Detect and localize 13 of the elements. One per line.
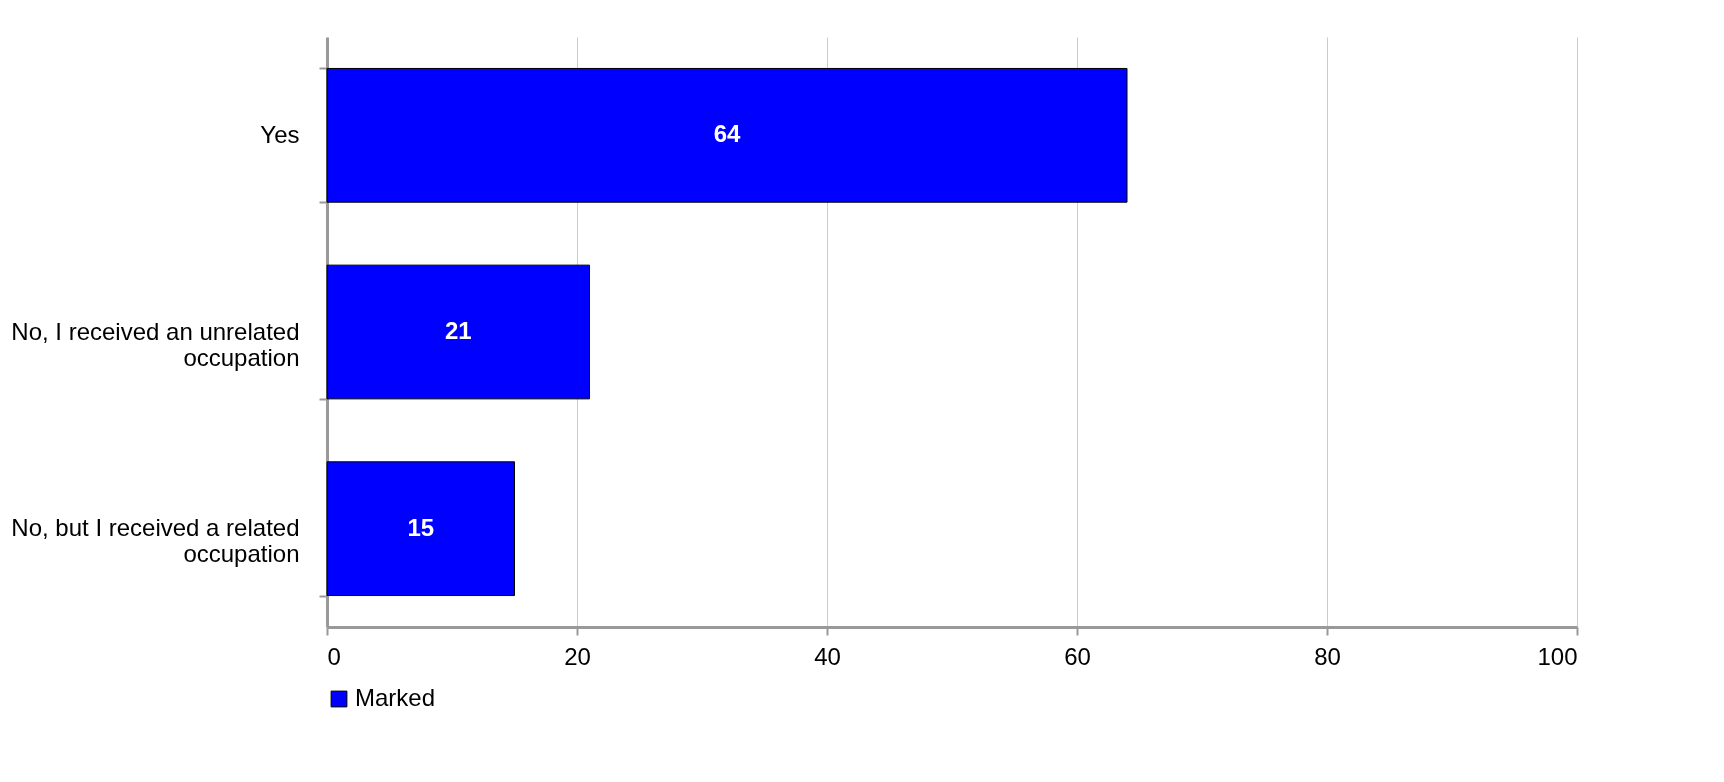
x-tick-label: 80 <box>1314 642 1341 670</box>
y-tick-label: Yes <box>260 120 300 148</box>
data-label: 15 <box>407 513 435 541</box>
x-tick-label: 20 <box>564 642 591 670</box>
x-tick-label: 100 <box>1537 642 1578 670</box>
legend-label: Marked <box>355 684 436 711</box>
y-tick-label: No, but I received a related occupation <box>11 514 300 568</box>
y-tick-label: No, I received an unrelated occupation <box>11 317 300 371</box>
x-tick-label: 60 <box>1064 642 1091 670</box>
data-label: 64 <box>713 120 741 148</box>
x-tick-label: 40 <box>814 642 841 670</box>
x-tick-label: 0 <box>327 642 341 670</box>
data-label: 21 <box>444 317 472 344</box>
